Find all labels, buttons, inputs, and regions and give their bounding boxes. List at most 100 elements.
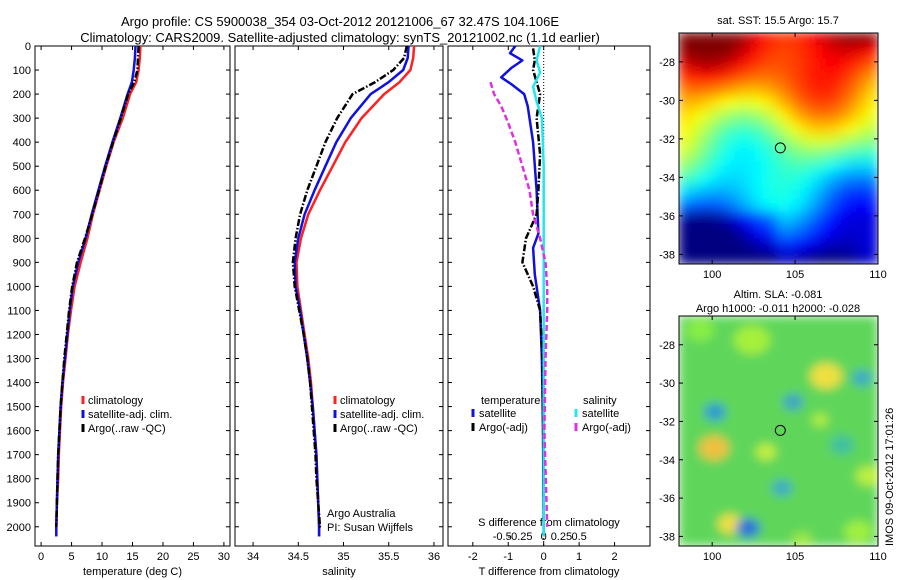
sla-eddy	[856, 466, 878, 486]
credit-annotation: Argo Australia	[327, 508, 396, 520]
sst-cell	[854, 96, 868, 111]
sst-cell	[843, 70, 857, 86]
sst-cell	[865, 57, 878, 73]
y-tick-label: 0	[25, 41, 31, 53]
y-tick-label: 1500	[7, 402, 31, 414]
sst-cell	[799, 70, 813, 86]
sst-cell	[744, 70, 758, 86]
x-tick-label: 36	[428, 551, 440, 563]
sla-map-frame	[678, 315, 879, 547]
plot-frame	[234, 45, 444, 547]
sst-cell	[711, 198, 725, 214]
sst-cell	[766, 70, 780, 86]
sst-cell	[722, 198, 736, 214]
sst-cell	[744, 83, 758, 99]
sst-cell	[755, 224, 769, 240]
sst-cell	[711, 83, 725, 99]
sst-cell	[843, 83, 857, 99]
sst-cell	[799, 33, 813, 47]
sst-cell	[799, 147, 813, 163]
figure-title-line2: Climatology: CARS2009. Satellite-adjuste…	[80, 30, 600, 45]
sst-cell	[689, 121, 703, 137]
sst-cell	[711, 211, 725, 227]
sst-cell	[810, 33, 824, 47]
sst-cell	[843, 250, 857, 264]
sst-cell	[832, 134, 846, 150]
sst-cell	[689, 134, 703, 150]
salinity-panel: 34 34.5 35 35.5 36 salinity climatology satelli…	[234, 45, 444, 578]
sst-cell	[722, 44, 736, 60]
sst-cell	[711, 250, 725, 264]
sst-cell	[689, 109, 703, 124]
sst-cell	[722, 70, 736, 86]
sst-cell	[832, 237, 846, 253]
sst-cell	[788, 33, 802, 47]
sst-cell	[799, 83, 813, 99]
sst-cell	[711, 70, 725, 86]
sst-cell	[711, 44, 725, 60]
x-axis-label: temperature (deg C)	[83, 566, 182, 578]
sst-cell	[755, 186, 769, 201]
series-line-argo	[291, 45, 409, 529]
y-tick-label: 2000	[7, 522, 31, 534]
sst-cell	[700, 134, 714, 150]
sst-cell	[832, 96, 846, 111]
sla-eddy	[736, 518, 760, 538]
argo-position-marker	[774, 142, 786, 154]
sst-cell	[766, 186, 780, 201]
sst-cell	[755, 109, 769, 124]
sst-cell	[755, 33, 769, 47]
sst-cell	[744, 96, 758, 111]
sst-cell	[799, 237, 813, 253]
sst-cell	[679, 160, 692, 176]
sst-cell	[755, 198, 769, 214]
sst-cell	[722, 147, 736, 163]
sla-eddy	[734, 325, 770, 355]
sst-cell	[722, 186, 736, 201]
sst-cell	[777, 250, 791, 264]
sst-cell	[810, 83, 824, 99]
sla-eddy	[783, 394, 803, 410]
sst-cell	[854, 83, 868, 99]
sst-cell	[700, 70, 714, 86]
sst-cell	[865, 70, 878, 86]
sst-cell	[766, 224, 780, 240]
sst-cell	[733, 160, 747, 176]
x-tick-label: 20	[157, 551, 169, 563]
sst-cell	[865, 121, 878, 137]
y-tick-label: 1300	[7, 354, 31, 366]
sst-cell	[843, 186, 857, 201]
sst-cell	[843, 211, 857, 227]
sst-cell	[722, 173, 736, 188]
sst-cell	[766, 160, 780, 176]
sst-cell	[788, 96, 802, 111]
sst-map-frame	[678, 32, 879, 265]
sst-cell	[744, 224, 758, 240]
map-x-tick-label: 100	[703, 551, 721, 563]
sst-cell	[843, 57, 857, 73]
sst-cell	[711, 173, 725, 188]
x-tick-label: 34	[247, 551, 259, 563]
x-tick-label: 1	[576, 551, 582, 563]
sst-cell	[722, 211, 736, 227]
sst-cell	[700, 57, 714, 73]
sst-cell	[810, 173, 824, 188]
sst-cell	[700, 109, 714, 124]
sst-cell	[744, 57, 758, 73]
legend-header: salinity	[583, 395, 617, 407]
credit-annotation: PI: Susan Wijffels	[327, 522, 413, 534]
sst-cell	[679, 44, 692, 60]
sst-cell	[843, 109, 857, 124]
sst-cell	[733, 211, 747, 227]
y-tick-label: 800	[13, 233, 31, 245]
sst-cell	[865, 160, 878, 176]
sst-cell	[689, 44, 703, 60]
x2-tick-label: 0.5	[571, 531, 586, 543]
sst-cell	[854, 186, 868, 201]
sst-cell	[744, 173, 758, 188]
sst-cell	[832, 160, 846, 176]
sst-cell	[832, 109, 846, 124]
sst-cell	[777, 70, 791, 86]
sst-cell	[711, 147, 725, 163]
x2-axis-label: S difference from climatology	[478, 517, 620, 529]
